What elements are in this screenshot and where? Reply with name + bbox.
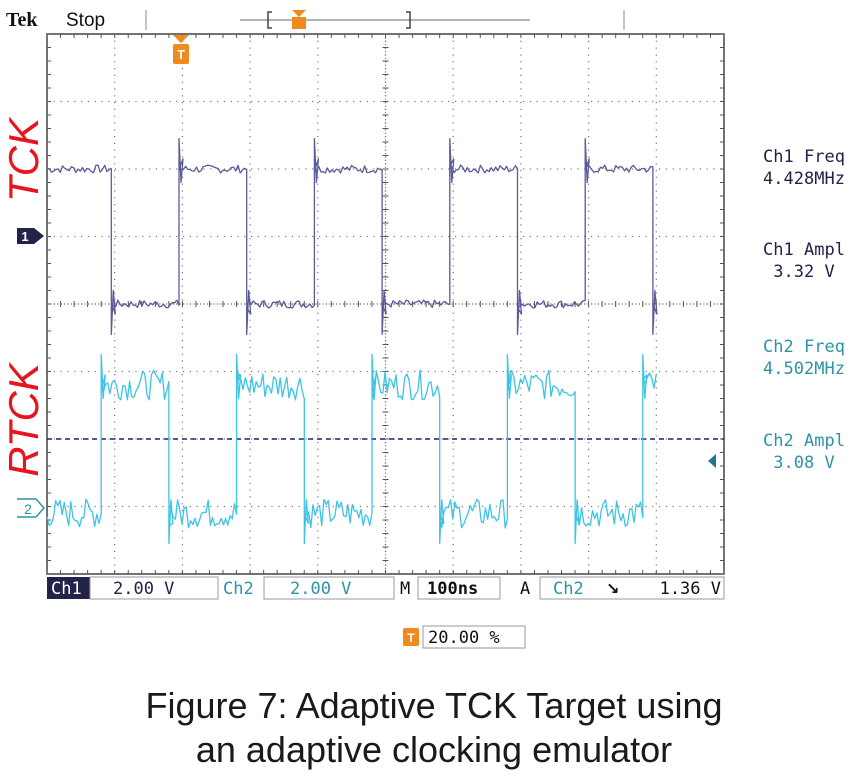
graticule-grid <box>46 33 725 575</box>
caption-line-2: an adaptive clocking emulator <box>195 729 673 770</box>
trigger-source: Ch2 <box>553 579 584 599</box>
ch1-freq-name: Ch1 Freq <box>763 147 845 167</box>
ch2-ground-marker: 2 <box>17 498 46 518</box>
ch2-scale: 2.00 V <box>290 579 351 599</box>
status-bar: Ch1 2.00 V Ch2 2.00 V M 100ns A Ch2 ↘ 1.… <box>47 576 725 600</box>
svg-text:2: 2 <box>24 501 32 517</box>
ch1-waveform <box>46 137 658 336</box>
trigger-position-value: 20.00 % <box>428 628 500 648</box>
tck-trace-label: TCK <box>0 116 47 202</box>
ch2-freq-name: Ch2 Freq <box>763 337 845 357</box>
trigger-level-arrow <box>708 454 716 468</box>
trigger-level: 1.36 V <box>660 579 721 599</box>
figure-caption: Figure 7: Adaptive TCK Target using an a… <box>0 684 868 772</box>
ch2-waveform <box>46 353 657 545</box>
trigger-position-readout: T 20.00 % <box>403 625 526 649</box>
trigger-marker: T <box>173 35 189 64</box>
caption-line-1: Figure 7: Adaptive TCK Target using <box>145 685 723 726</box>
trigger-mode-label: A <box>520 579 530 599</box>
ch2-ampl-name: Ch2 Ampl <box>763 431 845 451</box>
brand-label: Tek <box>6 9 38 31</box>
svg-text:T: T <box>177 47 185 62</box>
ch1-scale: 2.00 V <box>113 579 174 599</box>
timebase-label: M <box>400 579 410 599</box>
waveform-traces <box>46 137 658 545</box>
ch2-ampl-value: 3.08 V <box>773 453 834 473</box>
ch1-ampl-value: 3.32 V <box>773 262 834 282</box>
oscilloscope-screen: Tek Stop T 1 2 TCK RTCK Ch1 Freq 4.428MH… <box>0 9 845 649</box>
rtck-trace-label: RTCK <box>0 361 47 477</box>
ch1-ampl-name: Ch1 Ampl <box>763 240 845 260</box>
record-view-indicator <box>240 10 530 29</box>
svg-text:T: T <box>407 631 415 645</box>
ch1-label: Ch1 <box>51 579 82 599</box>
acquisition-state: Stop <box>66 10 105 31</box>
ch1-freq-value: 4.428MHz <box>763 169 845 189</box>
measurement-panel: Ch1 Freq 4.428MHz Ch1 Ampl 3.32 V Ch2 Fr… <box>763 147 845 473</box>
ch2-label: Ch2 <box>223 579 254 599</box>
trigger-slope-icon: ↘ <box>606 579 619 598</box>
ch1-ground-marker: 1 <box>17 228 44 244</box>
svg-text:1: 1 <box>21 229 28 244</box>
ch2-freq-value: 4.502MHz <box>763 359 845 379</box>
timebase-value: 100ns <box>427 579 478 599</box>
